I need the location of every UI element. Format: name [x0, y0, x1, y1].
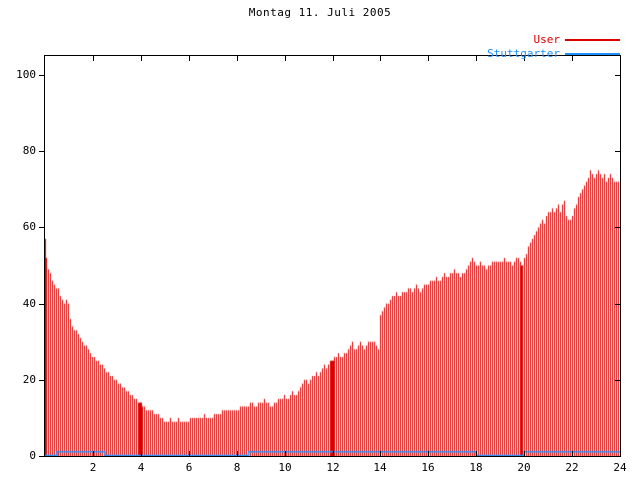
chart-title: Montag 11. Juli 2005 — [248, 6, 392, 19]
x-tick-label: 24 — [613, 461, 627, 474]
y-tick-label: 60 — [22, 220, 36, 233]
y-tick-mark — [39, 75, 44, 76]
y-tick-mark — [39, 227, 44, 228]
x-tick-mark-top — [620, 56, 621, 61]
y-tick-label: 0 — [29, 449, 36, 462]
x-tick-mark-top — [428, 56, 429, 61]
x-tick-label: 4 — [137, 461, 145, 474]
x-tick-mark — [285, 451, 286, 456]
legend-item-stuttgarter: Stuttgarter — [470, 47, 620, 61]
y-tick-mark — [39, 151, 44, 152]
y-tick-label: 100 — [16, 68, 36, 81]
x-tick-mark — [572, 451, 573, 456]
legend-swatch-user — [565, 39, 620, 41]
x-tick-mark-top — [572, 56, 573, 61]
y-tick-mark-right — [615, 380, 620, 381]
x-tick-mark-top — [237, 56, 238, 61]
x-tick-label: 12 — [326, 461, 340, 474]
x-tick-mark — [141, 451, 142, 456]
y-tick-mark-right — [615, 75, 620, 76]
x-tick-label: 10 — [278, 461, 292, 474]
x-tick-label: 22 — [565, 461, 579, 474]
x-tick-mark-top — [141, 56, 142, 61]
legend-label-user: User — [533, 33, 561, 46]
legend-swatch-stuttgarter — [565, 53, 620, 55]
x-tick-label: 8 — [233, 461, 241, 474]
y-tick-mark — [39, 304, 44, 305]
y-tick-mark — [39, 380, 44, 381]
plot-area — [44, 55, 621, 457]
x-tick-mark — [380, 451, 381, 456]
x-tick-label: 20 — [517, 461, 531, 474]
x-tick-label: 14 — [373, 461, 387, 474]
x-tick-mark — [428, 451, 429, 456]
x-tick-label: 16 — [421, 461, 435, 474]
x-tick-mark-top — [285, 56, 286, 61]
y-tick-label: 80 — [22, 144, 36, 157]
y-tick-mark-right — [615, 151, 620, 152]
x-tick-mark-top — [333, 56, 334, 61]
plot-canvas — [45, 56, 620, 456]
x-tick-mark — [524, 451, 525, 456]
x-tick-label: 2 — [89, 461, 97, 474]
legend-label-stuttgarter: Stuttgarter — [487, 47, 560, 60]
legend-item-user: User — [470, 33, 620, 47]
x-tick-mark — [620, 451, 621, 456]
x-tick-mark — [189, 451, 190, 456]
y-tick-label: 40 — [22, 297, 36, 310]
y-tick-mark-right — [615, 304, 620, 305]
x-tick-mark-top — [380, 56, 381, 61]
x-tick-label: 18 — [469, 461, 483, 474]
x-tick-mark-top — [189, 56, 190, 61]
y-tick-mark-right — [615, 227, 620, 228]
x-tick-mark-top — [93, 56, 94, 61]
x-tick-label: 6 — [185, 461, 193, 474]
x-tick-mark — [333, 451, 334, 456]
x-tick-mark — [93, 451, 94, 456]
y-tick-label: 20 — [22, 373, 36, 386]
y-tick-mark — [39, 456, 44, 457]
x-tick-mark — [476, 451, 477, 456]
x-tick-mark-top — [524, 56, 525, 61]
x-tick-mark — [237, 451, 238, 456]
x-tick-mark-top — [476, 56, 477, 61]
y-tick-mark-right — [615, 456, 620, 457]
chart-legend: User Stuttgarter — [470, 33, 620, 61]
